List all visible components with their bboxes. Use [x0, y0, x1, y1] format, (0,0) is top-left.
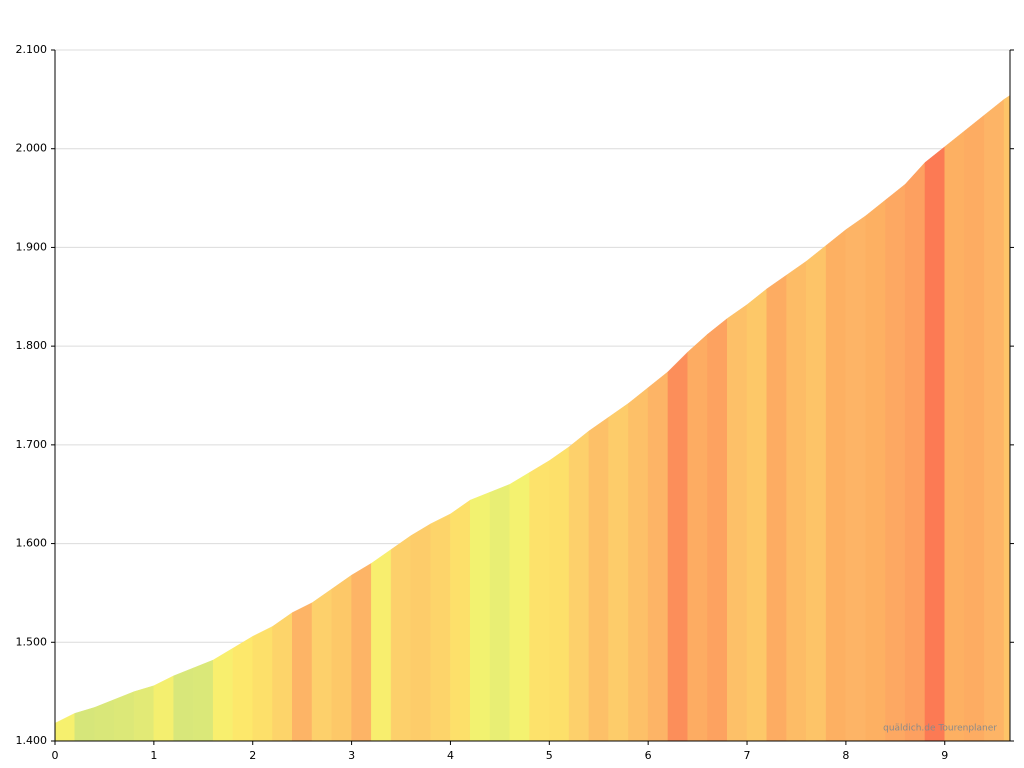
- profile-segment: [727, 304, 748, 742]
- profile-segment: [944, 130, 965, 742]
- profile-segment: [311, 588, 333, 742]
- profile-segment: [687, 333, 708, 742]
- profile-segment: [133, 685, 155, 742]
- profile-segment: [904, 161, 926, 742]
- profile-segment: [984, 98, 1005, 742]
- profile-segment: [885, 183, 906, 742]
- x-tick-label: 9: [941, 749, 948, 762]
- profile-segment: [766, 274, 787, 742]
- profile-segment: [865, 199, 886, 742]
- y-tick-label: 1.400: [16, 734, 48, 747]
- y-tick-label: 2.100: [16, 43, 48, 56]
- x-tick-label: 8: [842, 749, 849, 762]
- profile-segment: [568, 430, 590, 742]
- profile-segment: [469, 491, 491, 742]
- profile-segment: [390, 535, 412, 742]
- y-tick-label: 1.700: [16, 438, 48, 451]
- watermark: quäldich.de Tourenplaner: [883, 724, 997, 734]
- profile-segment: [667, 351, 688, 742]
- y-tick-label: 1.800: [16, 339, 48, 352]
- x-tick-label: 0: [52, 749, 59, 762]
- profile-segment: [212, 647, 234, 742]
- x-tick-label: 4: [447, 749, 454, 762]
- profile-segment: [232, 635, 253, 742]
- profile-segment: [410, 523, 431, 742]
- profile-segment: [272, 612, 293, 742]
- y-tick-label: 1.500: [16, 635, 48, 648]
- x-tick-label: 2: [249, 749, 256, 762]
- profile-segment: [845, 215, 866, 742]
- profile-segment: [628, 387, 649, 742]
- profile-segment: [509, 472, 530, 742]
- profile-segment: [371, 549, 392, 742]
- x-tick-label: 6: [645, 749, 652, 762]
- profile-segment: [1003, 94, 1011, 742]
- profile-segment: [964, 114, 985, 742]
- profile-segment: [489, 483, 511, 742]
- profile-segment: [786, 260, 807, 742]
- profile-segment: [588, 416, 609, 742]
- profile-segment: [608, 402, 629, 742]
- profile-segment: [114, 691, 135, 742]
- y-tick-label: 2.000: [16, 142, 48, 155]
- x-tick-label: 1: [150, 749, 157, 762]
- profile-segment: [647, 371, 669, 742]
- profile-segment: [173, 667, 194, 742]
- profile-segment: [924, 146, 946, 742]
- profile-segment: [746, 288, 768, 742]
- profile-segment: [252, 626, 273, 742]
- profile-segment: [707, 317, 728, 742]
- profile-segment: [331, 574, 352, 742]
- y-tick-label: 1.900: [16, 240, 48, 253]
- profile-segment: [450, 499, 471, 742]
- x-tick-label: 3: [348, 749, 355, 762]
- y-tick-label: 1.600: [16, 537, 48, 550]
- profile-segment: [193, 659, 214, 742]
- profile-segment: [54, 712, 76, 742]
- profile-segment: [94, 699, 115, 742]
- profile-segment: [74, 707, 95, 742]
- profile-segment: [806, 244, 827, 742]
- profile-segment: [825, 229, 847, 742]
- profile-segment: [549, 446, 570, 742]
- profile-segment: [153, 675, 174, 742]
- profile-segment: [292, 602, 313, 742]
- x-tick-label: 7: [744, 749, 751, 762]
- profile-segment: [529, 460, 550, 742]
- profile-segment: [430, 513, 451, 742]
- profile-segment: [351, 562, 372, 742]
- x-tick-label: 5: [546, 749, 553, 762]
